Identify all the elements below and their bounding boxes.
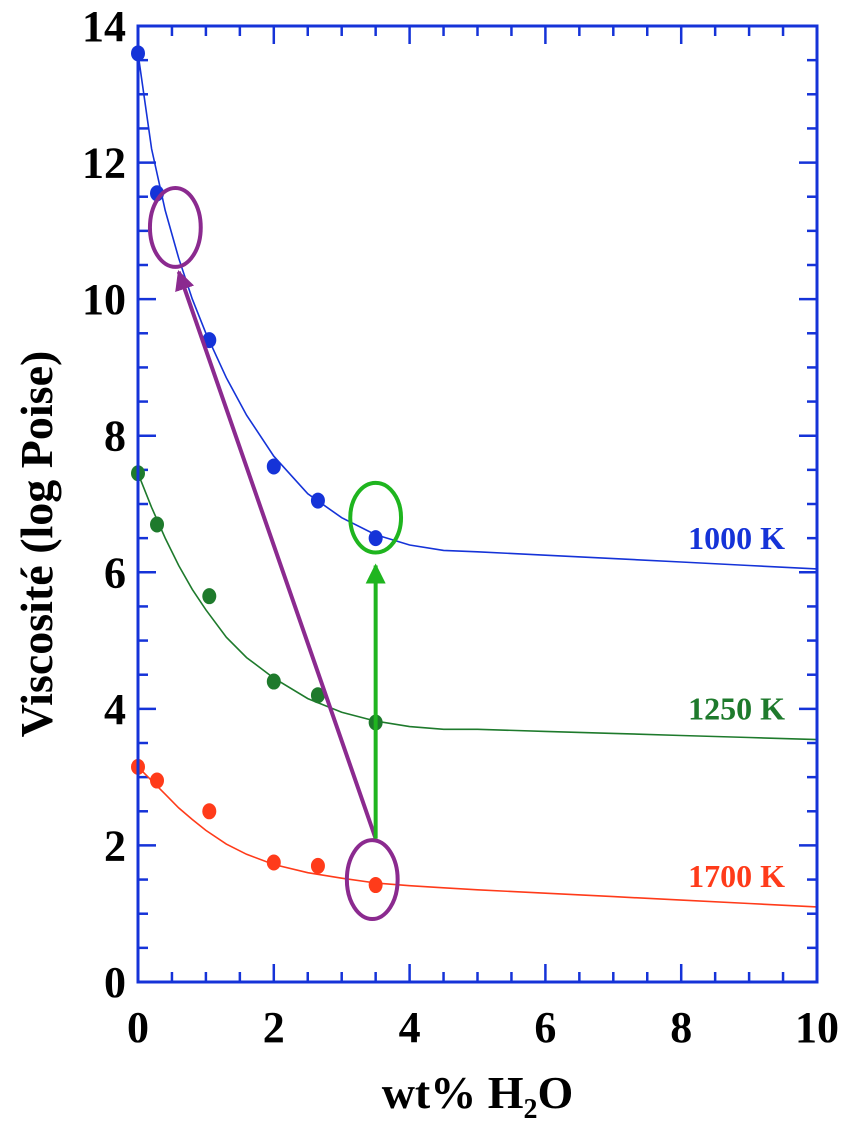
x-axis-title: wt% H2O [382, 1067, 574, 1125]
y-tick-label: 4 [104, 685, 126, 734]
y-tick-label: 8 [104, 412, 126, 461]
data-point [310, 857, 325, 874]
x-axis-title-sub: 2 [524, 1094, 538, 1125]
y-tick-label: 2 [104, 821, 126, 870]
y-tick-label: 0 [104, 958, 126, 1007]
highlight-circle [348, 480, 404, 555]
x-tick-label: 10 [795, 1003, 839, 1052]
series-label: 1250 K [688, 691, 785, 727]
x-tick-label: 8 [670, 1003, 692, 1052]
series-labels: 1000 K 1250 K 1700 K [688, 520, 785, 894]
annotation-arrow [175, 269, 378, 840]
data-point [310, 687, 325, 704]
y-tick-label: 10 [82, 275, 126, 324]
data-point [150, 516, 165, 533]
data-point [266, 854, 281, 871]
data-points [131, 45, 383, 894]
data-point [150, 772, 165, 789]
y-tick-label: 14 [82, 2, 126, 51]
x-tick-label: 0 [127, 1003, 149, 1052]
fit-line [137, 473, 818, 741]
data-point [266, 458, 281, 475]
fit-curves [137, 53, 818, 908]
data-point [368, 877, 383, 894]
annotations [147, 185, 404, 922]
x-axis-title-main: wt% H [382, 1067, 524, 1118]
x-tick-label: 4 [399, 1003, 421, 1052]
data-point [310, 492, 325, 509]
data-point [368, 530, 383, 547]
fit-line [137, 53, 818, 570]
tick-labels: 0 2 4 6 8 10 0 2 4 6 8 10 12 14 [82, 2, 839, 1052]
series-label: 1000 K [688, 520, 785, 556]
data-point [202, 588, 217, 605]
y-axis-title: Viscosité (log Poise) [11, 351, 62, 738]
series-label: 1700 K [688, 858, 785, 894]
fit-line [137, 766, 818, 908]
y-tick-label: 12 [82, 139, 126, 188]
data-point [202, 803, 217, 820]
data-point [266, 673, 281, 690]
x-tick-label: 2 [263, 1003, 285, 1052]
x-tick-label: 6 [534, 1003, 556, 1052]
y-tick-label: 6 [104, 548, 126, 597]
x-axis-title-tail: O [538, 1067, 574, 1118]
highlight-circle [147, 185, 203, 269]
plot-frame [136, 24, 819, 984]
axis-ticks [136, 24, 819, 984]
highlight-circle [344, 838, 400, 922]
